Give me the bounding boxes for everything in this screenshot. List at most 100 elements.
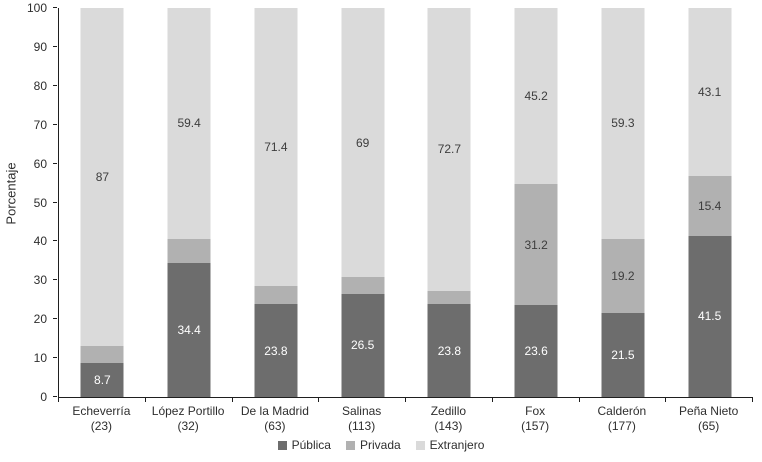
y-tick-mark	[53, 357, 57, 359]
bar-slot: 21.5 19.2 59.3	[580, 8, 667, 397]
segment-value-label: 41.5	[697, 309, 722, 324]
x-tick-mark	[578, 398, 580, 402]
segment-privada	[341, 276, 385, 294]
segment-value-label: 23.6	[524, 344, 548, 359]
legend-item-publica: Pública	[277, 438, 331, 452]
segment-value-label: 8.7	[94, 373, 111, 388]
segment-extranjero	[601, 8, 645, 239]
segment-value-label: 23.8	[264, 343, 288, 358]
legend: Pública Privada Extranjero	[0, 438, 762, 452]
x-tick-mark	[58, 398, 59, 402]
segment-publica	[254, 304, 298, 397]
segment-publica	[514, 305, 558, 397]
plot-area: 8.74.38734.46.359.423.84.871.426.54.4692…	[58, 7, 753, 398]
y-tick-mark	[53, 318, 57, 320]
category-count: (113)	[348, 419, 376, 433]
category-name: Peña Nieto	[678, 404, 739, 418]
segment-value-label: 19.2	[611, 269, 635, 284]
category-name: Salinas	[341, 404, 382, 418]
legend-swatch	[277, 440, 287, 450]
category-label: Echeverría (23)	[58, 404, 145, 434]
category-name: Zedillo	[430, 404, 467, 418]
stacked-bar: 8.74.387	[80, 8, 124, 397]
segment-publica	[80, 363, 124, 397]
category-label: Peña Nieto (65)	[665, 404, 752, 434]
category-name: Calderón	[597, 404, 647, 418]
category-count: (177)	[607, 419, 636, 433]
x-tick-mark	[405, 398, 406, 402]
bar-slot: 41.5 15.4 43.1	[666, 8, 753, 397]
segment-value-label: 71.4	[264, 139, 288, 154]
segment-extranjero	[254, 8, 298, 286]
legend-swatch	[415, 440, 425, 450]
y-tick-label: 80	[33, 78, 47, 93]
y-tick-label: 90	[33, 39, 47, 54]
segment-extranjero	[514, 8, 558, 184]
y-tick-mark	[53, 396, 57, 397]
segment-publica	[341, 293, 385, 397]
category-name: Echeverría	[72, 404, 131, 418]
segment-value-label: 87	[95, 170, 110, 185]
segment-value-label: 69	[355, 135, 370, 150]
bar-slot: 23.84.871.4	[233, 8, 320, 397]
x-tick-mark	[491, 398, 493, 402]
bar-slot: 23.83.572.7	[406, 8, 493, 397]
category-label: Zedillo (143)	[405, 404, 492, 434]
category-count: (23)	[90, 419, 113, 433]
stacked-bar: 34.46.359.4	[167, 7, 211, 397]
y-axis: 0 10 20 30 40 50 60 70 80 90 100	[0, 1, 58, 404]
x-tick-mark	[231, 398, 233, 402]
segment-value-label: 15.4	[697, 198, 722, 213]
bar-slot: 8.74.387	[59, 8, 146, 397]
x-tick-mark	[665, 398, 667, 402]
segment-publica	[427, 304, 471, 397]
segment-privada	[514, 183, 558, 306]
category-count: (143)	[434, 419, 463, 433]
segment-value-label: 59.4	[177, 116, 201, 131]
category-label: Calderón (177)	[579, 404, 666, 434]
x-tick-mark	[318, 398, 320, 402]
stacked-bar: 21.5 19.2 59.3	[601, 8, 645, 397]
bar-slot: 26.54.469	[319, 8, 406, 397]
bar-slot: 23.6 31.2 45.2	[493, 8, 580, 397]
y-tick-label: 20	[33, 312, 47, 327]
segment-value-label: 31.2	[524, 237, 548, 252]
y-tick-mark	[53, 201, 57, 203]
segment-privada	[601, 238, 645, 314]
segment-extranjero	[427, 8, 471, 291]
x-axis-ticks	[58, 398, 753, 403]
segment-value-label: 72.7	[437, 142, 462, 157]
segment-value-label: 59.3	[611, 116, 635, 131]
segment-privada	[80, 346, 124, 364]
category-count: (157)	[521, 419, 550, 433]
category-label: Fox (157)	[492, 404, 579, 434]
segment-publica	[688, 235, 732, 397]
stacked-bar: 23.83.572.7	[427, 8, 471, 397]
y-tick-label: 50	[33, 195, 47, 210]
y-tick-label: 40	[33, 234, 47, 249]
segment-extranjero	[341, 8, 385, 277]
y-tick-mark	[53, 123, 57, 125]
y-tick-mark	[53, 240, 57, 242]
x-tick-mark	[144, 398, 146, 402]
y-tick-label: 60	[33, 156, 47, 171]
category-count: (32)	[177, 419, 199, 433]
category-name: Fox	[525, 404, 546, 418]
category-count: (65)	[697, 419, 720, 433]
y-tick-mark	[53, 7, 57, 8]
segment-value-label: 23.8	[437, 343, 462, 358]
x-tick-mark	[752, 398, 753, 402]
segment-publica	[601, 313, 645, 397]
category-name: De la Madrid	[240, 404, 309, 418]
segment-value-label: 26.5	[350, 338, 375, 353]
y-tick-label: 0	[40, 390, 47, 404]
segment-value-label: 34.4	[177, 323, 201, 338]
y-tick-mark	[53, 162, 57, 164]
y-tick-mark	[53, 84, 57, 86]
bar-slot: 34.46.359.4	[146, 7, 233, 397]
category-label: López Portillo (32)	[145, 404, 232, 434]
y-tick-mark	[53, 45, 57, 47]
stacked-bar: 23.6 31.2 45.2	[514, 8, 558, 397]
y-tick-mark	[53, 279, 57, 281]
